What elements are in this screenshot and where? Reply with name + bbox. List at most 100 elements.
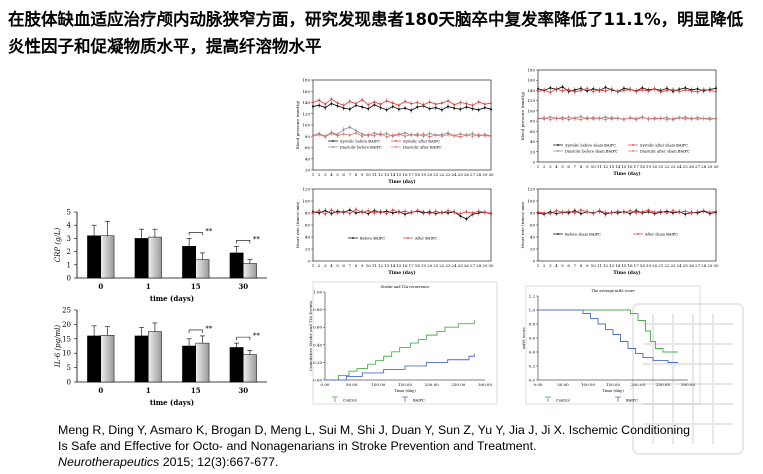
x-tick-label: 29 xyxy=(482,263,488,268)
data-point xyxy=(410,109,413,112)
data-point xyxy=(610,87,613,90)
data-point xyxy=(379,132,382,135)
data-point xyxy=(622,211,625,214)
slide-title: 在肢体缺血适应治疗颅内动脉狭窄方面，研究发现患者180天脑卒中复发率降低了11.… xyxy=(8,10,744,56)
data-point xyxy=(428,212,431,215)
data-point xyxy=(629,88,632,91)
x-axis-label: time (days) xyxy=(150,294,194,303)
x-tick-label: 100.00 xyxy=(371,382,385,387)
y-tick-label: 180 xyxy=(527,68,535,73)
data-point xyxy=(422,133,425,135)
y-tick-label: 100 xyxy=(527,199,535,204)
x-tick-label: 4 xyxy=(330,263,333,268)
data-point xyxy=(696,210,699,213)
y-axis-label: Blood pressure (mmHg) xyxy=(520,91,525,140)
data-point xyxy=(604,89,607,92)
y-tick-label: 2 xyxy=(67,248,71,256)
y-tick-label: 0 xyxy=(532,259,535,264)
x-tick-label: 11 xyxy=(597,263,602,268)
y-tick-label: 40 xyxy=(530,139,536,144)
y-axis-label: Heart rate (times/ min) xyxy=(520,201,525,249)
data-point xyxy=(490,135,492,138)
x-tick-label: 1 xyxy=(146,386,151,395)
x-tick-label: 2 xyxy=(318,172,321,177)
data-point xyxy=(586,210,589,213)
x-tick-label: 7 xyxy=(349,172,352,177)
significance-bracket xyxy=(188,329,203,333)
x-tick-label: 6 xyxy=(567,164,570,169)
y-tick-label: 20 xyxy=(530,149,536,154)
x-tick-label: 10 xyxy=(366,172,372,177)
legend-label: After sham BAIPC xyxy=(644,232,678,236)
x-tick-label: 17 xyxy=(409,263,415,268)
data-point xyxy=(684,88,687,91)
data-point xyxy=(434,106,437,109)
x-tick-label: 22 xyxy=(664,263,670,268)
y-axis-label: Cumulative Stroke and TIA Events xyxy=(308,301,313,371)
series-step-line xyxy=(538,309,678,353)
series-line xyxy=(537,86,717,92)
legend-marker xyxy=(557,144,559,146)
x-tick-label: 3 xyxy=(549,164,552,169)
stroke-tia-recurrence-chart: Stroke and TIA recurrence 0.00 0.20 0.40 0.6… xyxy=(308,281,498,405)
x-tick-label: 20 xyxy=(652,263,658,268)
data-point xyxy=(579,212,582,215)
data-point xyxy=(361,211,364,214)
legend-marker xyxy=(402,396,408,402)
x-axis-label: Time (day) xyxy=(394,388,416,393)
legend-label: BAIPC xyxy=(413,399,425,403)
data-point xyxy=(324,106,327,109)
y-tick-label: 0.6 xyxy=(529,336,536,341)
legend-label: Diastolic before BAIPC xyxy=(340,145,382,149)
data-point xyxy=(579,118,582,121)
data-point xyxy=(622,118,625,121)
x-tick-label: 12 xyxy=(378,263,384,268)
legend-label: BAIPC xyxy=(626,399,638,403)
y-tick-label: 0.40 xyxy=(313,342,322,347)
x-tick-label: 15 xyxy=(621,164,627,169)
data-point xyxy=(690,89,693,92)
data-point xyxy=(330,98,333,101)
data-point xyxy=(373,100,376,103)
data-point xyxy=(342,133,345,135)
x-tick-label: 11 xyxy=(372,172,377,177)
data-point xyxy=(471,132,474,135)
y-tick-label: 0.80 xyxy=(313,307,322,312)
bar xyxy=(148,331,162,383)
x-tick-label: 23 xyxy=(445,263,451,268)
data-point xyxy=(567,116,570,119)
data-point xyxy=(555,117,558,120)
data-point xyxy=(318,133,321,136)
data-point xyxy=(440,108,443,111)
x-tick-label: 14 xyxy=(615,263,621,268)
x-tick-label: 29 xyxy=(482,172,488,177)
x-tick-label: 30 xyxy=(238,282,248,291)
data-point xyxy=(348,100,351,103)
x-tick-label: 11 xyxy=(597,164,602,169)
data-point xyxy=(561,85,564,88)
y-tick-label: 60 xyxy=(305,145,311,150)
university-watermark-logo xyxy=(632,303,744,455)
y-tick-label: 0 xyxy=(67,275,71,283)
series-step-line xyxy=(325,353,475,381)
y-tick-label: 80 xyxy=(305,211,311,216)
data-point xyxy=(598,117,601,120)
x-tick-label: 25 xyxy=(683,263,689,268)
x-tick-label: 16 xyxy=(403,263,409,268)
x-axis-label: Time (day) xyxy=(602,388,624,393)
data-point xyxy=(385,212,388,215)
x-tick-label: 12 xyxy=(378,172,384,177)
data-point xyxy=(672,209,675,212)
data-point xyxy=(453,211,456,214)
legend-label: Diastolic after BAIPC xyxy=(403,145,442,149)
x-tick-label: 21 xyxy=(433,172,438,177)
data-point xyxy=(342,104,345,107)
y-axis-label: Blood pressure (mmHg) xyxy=(295,100,300,149)
x-axis-label: Time (day) xyxy=(388,178,415,185)
data-point xyxy=(537,87,539,90)
legend-label: After BAIPC xyxy=(414,236,437,240)
x-tick-label: 26 xyxy=(464,172,470,177)
bar xyxy=(195,342,210,383)
y-tick-label: 1.2 xyxy=(529,294,536,299)
